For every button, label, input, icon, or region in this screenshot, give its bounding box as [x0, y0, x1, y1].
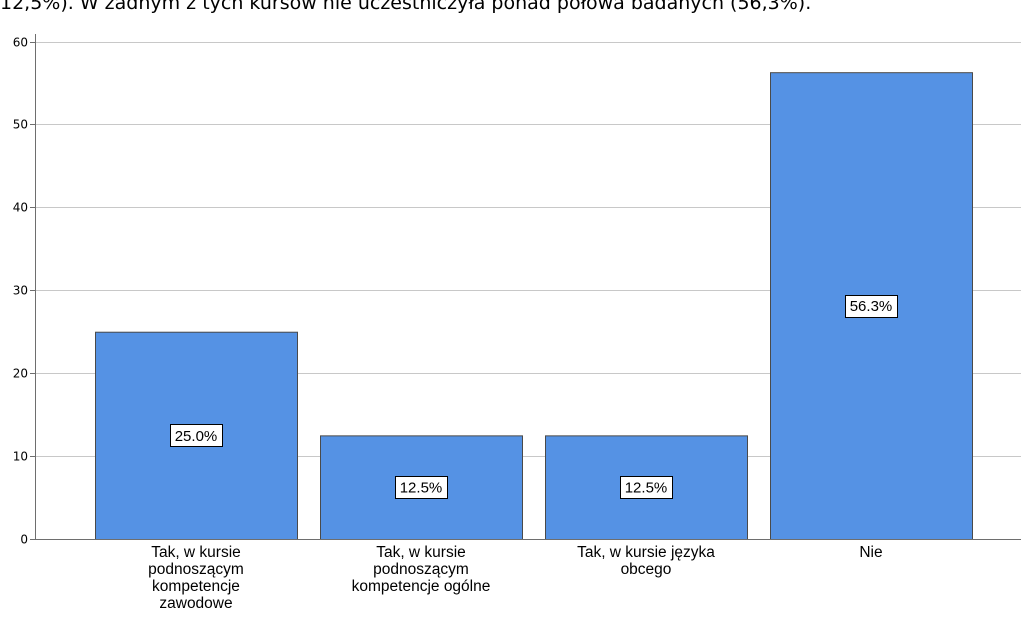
y-axis-ticks: 0 10 20 30 40 50 60: [13, 36, 35, 547]
x-category-label: Tak, w kursie podnoszącym kompetencje zawod…: [148, 544, 244, 612]
data-label: 25.0%: [175, 428, 218, 445]
x-category-label: Tak, w kursie języka obcego: [577, 544, 715, 578]
y-tick-label: 40: [13, 201, 28, 215]
x-axis-category-labels: Tak, w kursie podnoszącym kompetencje zawod…: [148, 544, 882, 612]
data-label: 56.3%: [850, 298, 893, 315]
x-category-label: Tak, w kursie podnoszącym kompetencje ogól…: [352, 544, 491, 595]
intro-text: 12,5%). W żadnym z tych kursów nie uczes…: [0, 0, 812, 14]
y-tick-label: 20: [13, 367, 28, 381]
data-label: 12.5%: [400, 480, 443, 497]
data-label-box: [170, 424, 223, 447]
y-tick-label: 10: [13, 450, 28, 464]
data-label-box: [620, 476, 673, 499]
y-tick-label: 30: [13, 284, 28, 298]
y-tick-label: 50: [13, 118, 28, 132]
data-label: 12.5%: [625, 480, 668, 497]
data-labels: 25.0% 12.5% 12.5% 56.3%: [170, 295, 898, 499]
bars: [95, 72, 973, 541]
axes: [35, 34, 1021, 540]
y-tick-label: 0: [20, 533, 28, 547]
data-label-box: [845, 295, 898, 318]
y-tick-label: 60: [13, 36, 28, 50]
x-category-label: Nie: [859, 544, 882, 561]
data-label-box: [395, 476, 448, 499]
